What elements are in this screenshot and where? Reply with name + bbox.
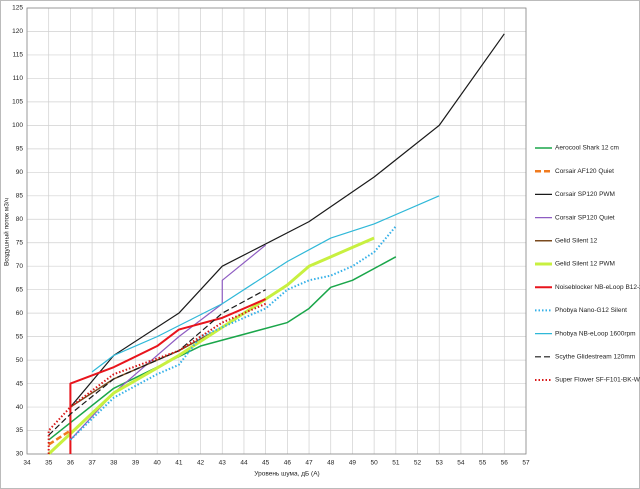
x-tick-label: 48: [327, 460, 335, 467]
x-tick-label: 50: [371, 460, 379, 467]
y-tick-label: 105: [12, 99, 23, 106]
y-tick-label: 80: [16, 216, 24, 223]
x-tick-label: 34: [23, 460, 31, 467]
x-tick-label: 40: [154, 460, 162, 467]
y-tick-label: 65: [16, 286, 24, 293]
x-tick-label: 57: [522, 460, 530, 467]
y-tick-label: 35: [16, 427, 24, 434]
y-tick-label: 95: [16, 146, 24, 153]
y-tick-label: 125: [12, 5, 23, 12]
y-tick-label: 110: [13, 75, 24, 82]
x-tick-label: 43: [219, 460, 227, 467]
x-tick-label: 53: [436, 460, 444, 467]
series-line: [48, 289, 266, 436]
series-line: [69, 225, 397, 441]
y-tick-label: 75: [16, 239, 24, 246]
x-tick-label: 49: [349, 460, 357, 467]
series-line: [47, 302, 267, 454]
x-tick-label: 47: [305, 460, 313, 467]
series-line: [69, 298, 267, 454]
y-tick-label: 85: [16, 193, 24, 200]
x-tick-label: 39: [132, 460, 140, 467]
legend-label: Phobya NB-eLoop 1600rpm: [555, 330, 636, 337]
x-tick-label: 45: [262, 460, 270, 467]
legend-label: Gelid Silent 12 PWM: [555, 261, 615, 268]
legend-label: Aerocool Shark 12 cm: [555, 145, 619, 152]
x-tick-label: 41: [175, 460, 183, 467]
x-tick-label: 38: [110, 460, 118, 467]
x-tick-label: 55: [479, 460, 487, 467]
x-tick-label: 52: [414, 460, 422, 467]
legend-label: Super Flower SF-F101-BK-W: [555, 377, 640, 384]
x-tick-label: 51: [392, 460, 400, 467]
series-line: [48, 429, 72, 446]
series-line: [47, 236, 375, 456]
y-tick-label: 115: [13, 52, 24, 59]
x-axis-title: Уровень шума, дБ (А): [254, 471, 319, 478]
legend-label: Gelid Silent 12: [555, 238, 598, 245]
legend-label: Corsair SP120 Quiet: [555, 214, 615, 221]
x-tick-label: 42: [197, 460, 205, 467]
x-tick-label: 36: [67, 460, 75, 467]
y-tick-label: 90: [16, 169, 24, 176]
y-tick-label: 100: [12, 122, 23, 129]
y-tick-label: 45: [16, 380, 24, 387]
x-tick-label: 46: [284, 460, 292, 467]
legend-label: Phobya Nano-G12 Silent: [555, 307, 627, 314]
y-tick-label: 30: [16, 451, 24, 458]
y-tick-label: 120: [12, 28, 23, 35]
x-tick-label: 56: [501, 460, 509, 467]
y-tick-label: 55: [16, 333, 24, 340]
legend-label: Noiseblocker NB-eLoop B12-2: [555, 284, 640, 291]
y-axis-title: Воздушный поток м3/ч: [3, 198, 11, 266]
x-tick-label: 35: [45, 460, 53, 467]
y-tick-label: 70: [16, 263, 24, 270]
x-tick-label: 37: [88, 460, 96, 467]
series-line: [91, 195, 440, 373]
y-tick-label: 50: [16, 357, 24, 364]
x-tick-label: 44: [240, 460, 248, 467]
y-tick-label: 60: [16, 310, 24, 317]
y-tick-label: 40: [16, 404, 24, 411]
legend-label: Corsair SP120 PWM: [555, 191, 615, 198]
series-line: [69, 33, 505, 454]
legend-label: Corsair AF120 Quiet: [555, 168, 614, 175]
plot-frame: [26, 7, 527, 455]
x-tick-label: 54: [457, 460, 465, 467]
legend-label: Scythe Glidestream 120mm: [555, 354, 635, 361]
